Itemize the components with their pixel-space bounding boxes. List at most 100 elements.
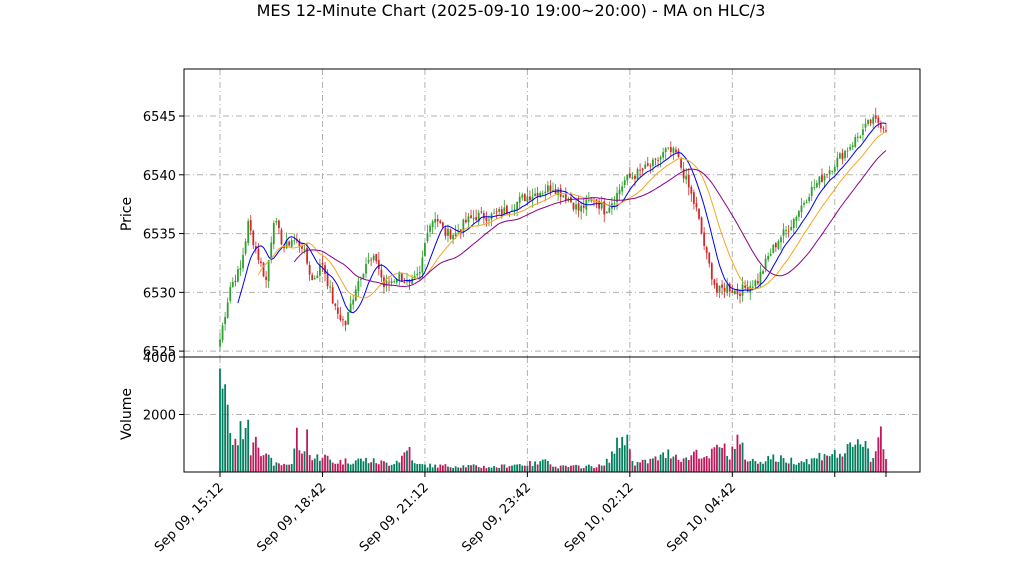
candle-body [882, 128, 885, 129]
volume-bar [800, 461, 803, 472]
volume-bar [616, 437, 618, 472]
candle-body [621, 186, 624, 192]
candle-body [339, 314, 342, 320]
candle-body [605, 211, 608, 214]
volume-bar [782, 458, 785, 472]
volume-bar [595, 467, 598, 472]
candle-body [254, 246, 257, 249]
candle-body [498, 209, 501, 212]
volume-bar [498, 467, 501, 472]
candle-body [803, 203, 805, 205]
volume-bar [675, 454, 677, 472]
volume-bar [764, 461, 767, 472]
candle-body [705, 247, 708, 254]
candle-body [329, 286, 332, 288]
volume-bar [365, 457, 367, 472]
candle-body [372, 255, 375, 261]
volume-bar [539, 461, 542, 472]
candle-body [508, 212, 511, 214]
price-tick-label: 6535 [143, 228, 176, 243]
volume-bar [495, 467, 498, 472]
volume-bar [836, 457, 839, 472]
volume-bar [531, 466, 534, 472]
candle-body [288, 241, 291, 246]
volume-bar [462, 465, 465, 472]
volume-bars [219, 368, 887, 472]
volume-bar [790, 457, 793, 472]
price-tick-label: 6545 [143, 110, 176, 125]
volume-bar [698, 458, 700, 472]
volume-bar [234, 438, 237, 472]
volume-bar [874, 451, 877, 472]
volume-bar [593, 468, 595, 472]
volume-bar [710, 448, 713, 472]
volume-bar [424, 464, 426, 472]
candle-body [751, 286, 754, 288]
candle-body [541, 193, 544, 195]
candle-body [757, 281, 759, 284]
volume-bar [418, 463, 421, 472]
volume-bar [644, 459, 647, 472]
volume-bar [859, 444, 862, 472]
candle-body [862, 129, 864, 136]
volume-bar [841, 456, 844, 472]
volume-bar [669, 458, 672, 472]
volume-bar [262, 455, 265, 472]
candle-body [326, 272, 329, 287]
candle-body [406, 280, 408, 282]
candle-body [267, 259, 270, 282]
x-axis-ticks: Sep 09, 15:12 Sep 09, 18:42 Sep 09, 21:12 S… [152, 472, 887, 555]
volume-bar [577, 465, 580, 472]
candle-body [780, 237, 782, 243]
candle-body [800, 205, 803, 213]
candle-body [777, 241, 780, 249]
candle-body [631, 177, 634, 179]
candle-body [675, 149, 677, 153]
volume-bar [585, 465, 588, 472]
volume-bar [879, 426, 882, 472]
volume-bar [882, 449, 885, 472]
candle-body [234, 280, 237, 283]
candle-body [354, 289, 357, 301]
candle-body [467, 216, 470, 223]
candle-body [754, 280, 757, 287]
volume-bar [354, 460, 357, 472]
candle-body [462, 219, 465, 233]
volume-bar [652, 458, 654, 472]
volume-bar [813, 458, 816, 472]
candle-body [849, 147, 852, 150]
volume-bar [838, 453, 841, 472]
volume-bar [703, 457, 706, 472]
candle-body [792, 219, 795, 228]
candle-body [831, 170, 834, 172]
candle-body [293, 240, 296, 242]
candle-body [708, 252, 711, 264]
volume-bar [357, 458, 360, 472]
candle-body [669, 147, 672, 152]
candle-body [733, 290, 736, 294]
candle-body [500, 209, 503, 215]
candle-body [516, 201, 519, 211]
volume-bar [759, 461, 762, 472]
volume-bar [523, 465, 526, 472]
volume-bar [267, 454, 270, 472]
candle-body [431, 221, 434, 228]
candle-body [677, 150, 680, 157]
candle-body [654, 158, 657, 160]
candle-body [495, 211, 498, 213]
candle-body [352, 299, 355, 305]
volume-bar [242, 439, 244, 472]
volume-bar [867, 448, 869, 472]
candle-body [746, 287, 749, 292]
candle-body [844, 150, 846, 159]
volume-bar [511, 465, 513, 472]
volume-bar [311, 460, 314, 472]
volume-bar [308, 455, 311, 472]
volume-bar [324, 454, 326, 472]
volume-bar [434, 464, 437, 472]
candle-body [639, 169, 641, 171]
candle-body [301, 245, 303, 249]
candle-body [447, 228, 449, 236]
volume-bar [541, 459, 544, 472]
candle-body [572, 202, 575, 210]
